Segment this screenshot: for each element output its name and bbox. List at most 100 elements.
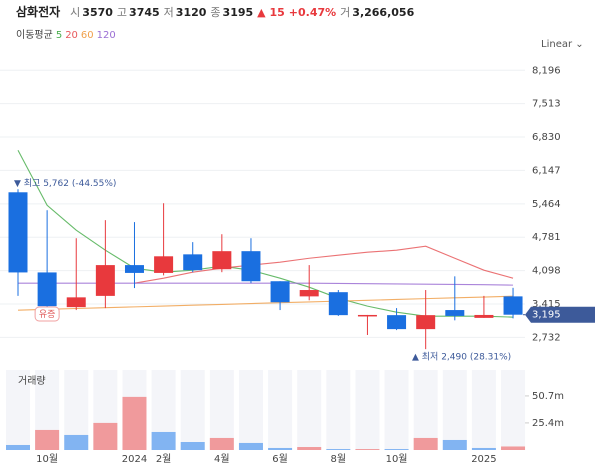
x-tick-label: 2월 <box>156 453 172 465</box>
moving-average-line <box>17 149 514 318</box>
volume-value: 3,266,056 <box>352 6 415 19</box>
price-tag-box <box>525 306 595 323</box>
volume-column-bg <box>384 370 409 450</box>
volume-bar <box>238 442 263 450</box>
moving-average-line <box>18 282 514 286</box>
volume-bar <box>501 446 526 450</box>
candle-body <box>299 290 319 297</box>
change: ▲ 15 <box>257 6 285 19</box>
volume-tick-label: 25.4m <box>532 418 564 429</box>
volume-bar <box>180 442 205 450</box>
stock-name: 삼화전자 <box>16 5 61 19</box>
x-tick-label: 2024 <box>122 454 147 465</box>
candle-body <box>328 292 348 316</box>
x-tick-label: 6월 <box>272 453 288 465</box>
candle-body <box>183 254 203 271</box>
quote-header: 삼화전자 시 3570 고 3745 저 3120 종 3195 ▲ 15 +0.47% 거 3,266… <box>16 3 414 20</box>
event-badge <box>34 306 60 322</box>
candle-body <box>270 281 290 303</box>
volume-bar <box>471 447 496 450</box>
candle-body <box>66 297 86 308</box>
volume-bar <box>122 396 147 450</box>
quote-label: 시 <box>70 6 81 19</box>
y-tick-label: 6,147 <box>532 165 561 176</box>
quote-value: 3195 <box>222 6 254 19</box>
volume-column-bg <box>471 370 496 450</box>
legend-entry: 20 <box>65 30 78 41</box>
volume-column-bg <box>180 370 205 450</box>
scale-menu-label[interactable]: Linear <box>541 39 573 50</box>
volume-label: 거 <box>340 6 351 19</box>
moving-average-legend: 이동평균 5 20 60 120 <box>16 26 116 41</box>
candle-body <box>95 265 115 296</box>
legend-entry: 120 <box>96 30 116 41</box>
legend-title: 이동평균 <box>16 30 53 41</box>
event-label: 유증 <box>39 309 56 320</box>
volume-title: 거래량 <box>18 375 46 387</box>
x-tick-label: 2025 <box>471 454 496 465</box>
volume-bar <box>355 449 380 450</box>
volume-bar <box>6 444 30 450</box>
quote-label: 저 <box>163 6 174 19</box>
change-pct: +0.47% <box>288 6 337 19</box>
volume-column-bg <box>326 370 351 450</box>
candle-body <box>154 256 174 273</box>
volume-bar <box>209 437 234 450</box>
y-tick-label: 8,196 <box>532 65 561 76</box>
candle-body <box>416 315 436 330</box>
volume-column-bg <box>268 370 293 450</box>
legend-entry: 60 <box>80 30 94 41</box>
volume-bar <box>413 437 438 450</box>
candle-body <box>212 251 232 270</box>
moving-average-line <box>17 295 514 311</box>
price-tag: 3,195 <box>532 310 561 321</box>
quote-label: 종 <box>210 6 221 19</box>
candle-body <box>37 272 57 307</box>
volume-bar <box>297 447 322 450</box>
low-annotation: ▲ 최저 2,490 (28.31%) <box>412 352 511 363</box>
volume-bar <box>35 429 60 450</box>
y-tick-label: 3,415 <box>532 299 561 310</box>
volume-bar <box>151 431 176 450</box>
candle-body <box>474 314 494 318</box>
volume-bar <box>442 439 467 450</box>
volume-column-bg <box>501 370 526 450</box>
candle-body <box>124 265 144 273</box>
quote-value: 3570 <box>82 6 113 19</box>
volume-bar <box>93 422 118 450</box>
y-tick-label: 6,830 <box>532 132 561 143</box>
moving-average-line <box>134 245 514 284</box>
y-tick-label: 7,513 <box>532 99 561 110</box>
volume-column-bg <box>355 370 380 450</box>
candle-body <box>445 310 465 316</box>
candle-body <box>503 296 523 315</box>
candle-body <box>357 314 377 317</box>
volume-column-bg <box>6 370 30 450</box>
x-tick-label: 4월 <box>214 453 230 465</box>
x-tick-label: 8월 <box>331 453 347 465</box>
candle-body <box>241 251 261 282</box>
quote-value: 3120 <box>175 6 207 19</box>
volume-column-bg <box>297 370 322 450</box>
y-tick-label: 4,781 <box>532 232 561 243</box>
volume-column-bg <box>442 370 467 450</box>
candle-body <box>8 192 28 273</box>
volume-bar <box>64 434 89 450</box>
quote-label: 고 <box>116 6 128 19</box>
candle-body <box>387 315 407 330</box>
volume-tick-label: 50.7m <box>532 391 564 402</box>
y-tick-label: 5,464 <box>532 199 561 210</box>
x-tick-label: 10월 <box>386 453 408 465</box>
volume-bar <box>326 449 351 450</box>
high-annotation: ▼ 최고 5,762 (-44.55%) <box>14 178 116 189</box>
volume-column-bg <box>413 370 438 450</box>
volume-bar <box>268 447 293 450</box>
volume-column-bg <box>238 370 263 450</box>
chevron[interactable]: ⌄ <box>575 39 584 50</box>
volume-bar <box>384 449 409 450</box>
volume-column-bg <box>209 370 234 450</box>
quote-value: 3745 <box>129 6 160 19</box>
scale-menu[interactable]: Linear ⌄ <box>541 39 584 50</box>
